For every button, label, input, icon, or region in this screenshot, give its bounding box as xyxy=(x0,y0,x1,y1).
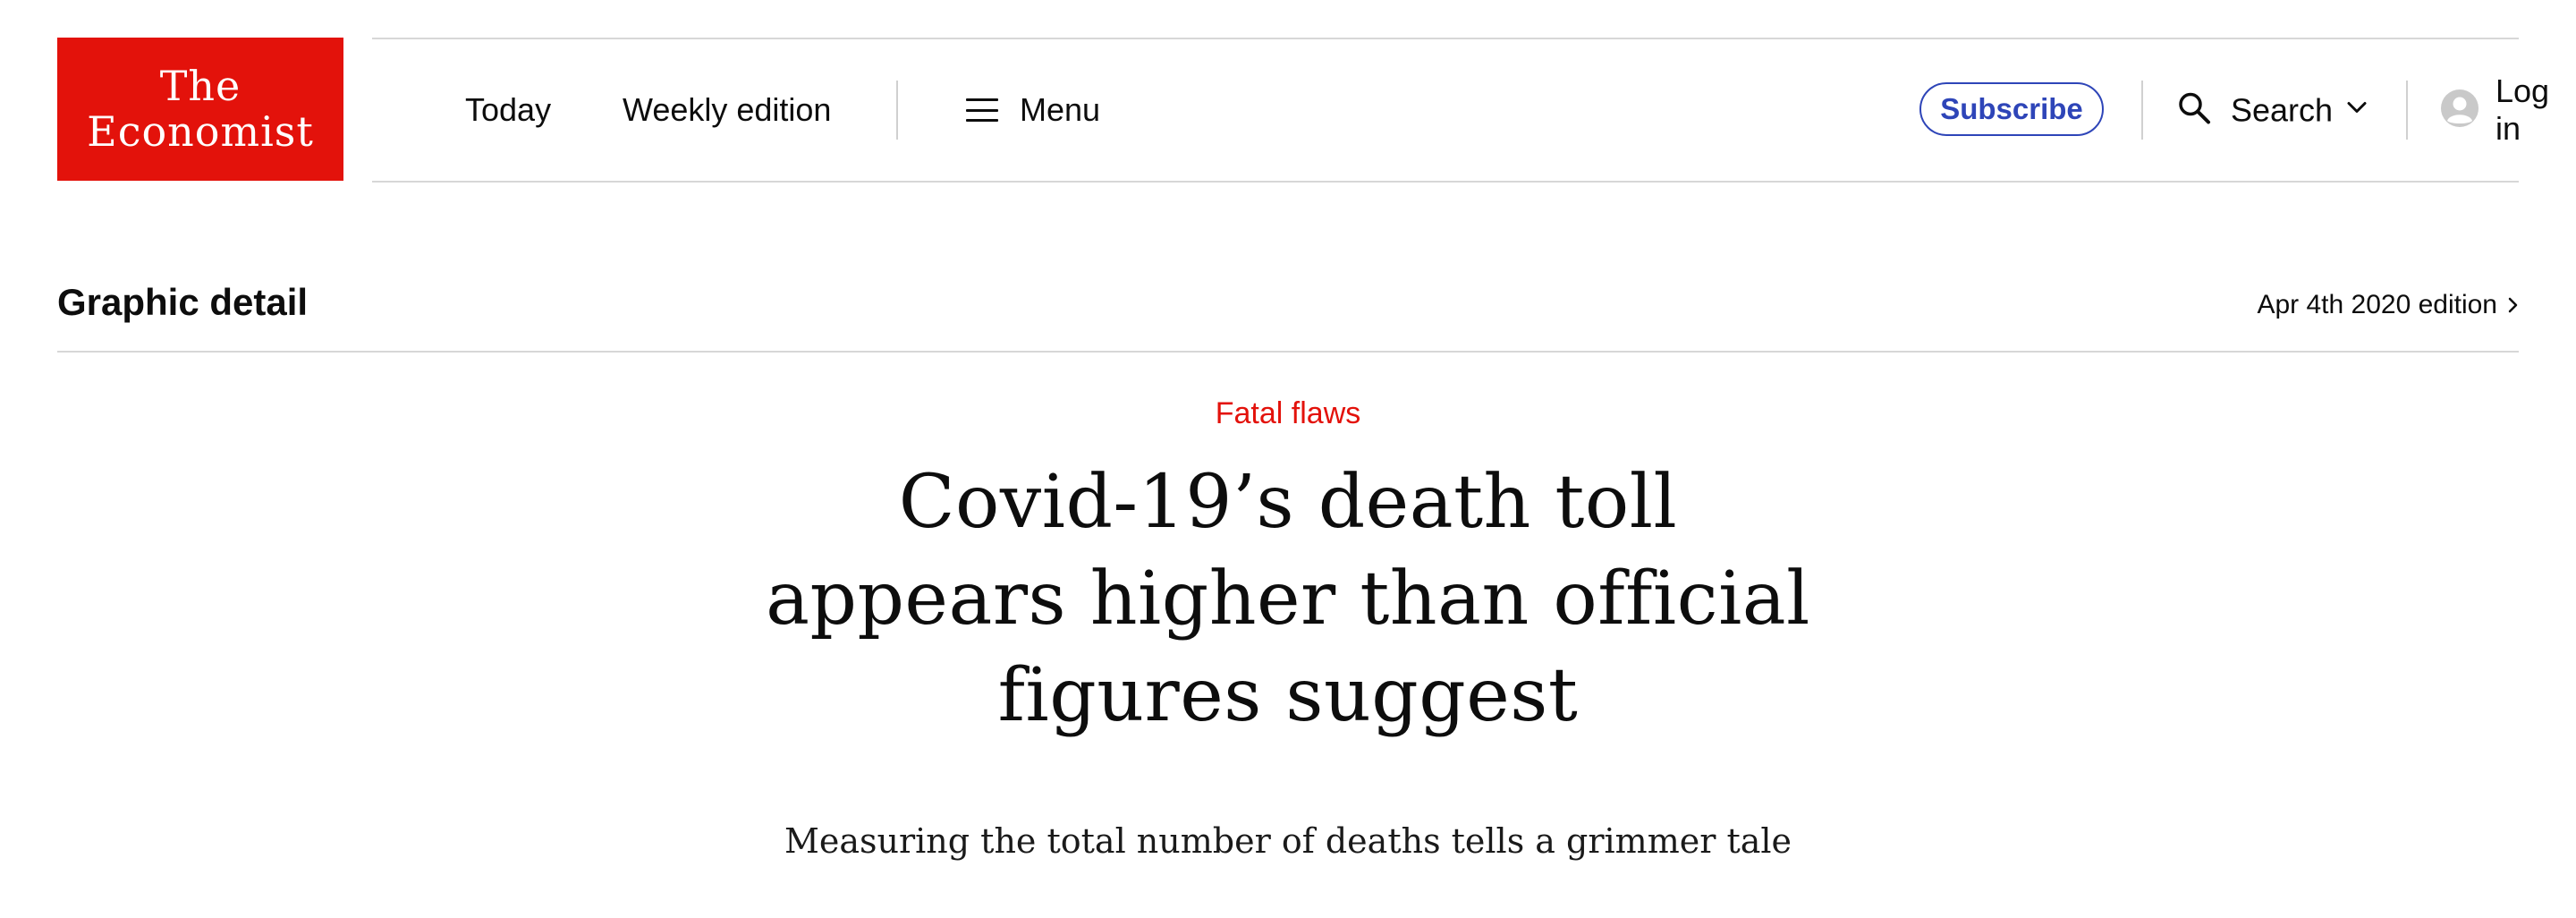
chevron-right-icon xyxy=(2508,290,2519,320)
article-headline: Covid-19’s death toll appears higher tha… xyxy=(766,460,1810,738)
edition-link[interactable]: Apr 4th 2020 edition xyxy=(2257,290,2519,320)
section-header: Graphic detail Apr 4th 2020 edition xyxy=(57,268,2519,353)
article-flytitle: Fatal flaws xyxy=(1215,396,1361,430)
economist-logo[interactable]: The Economist xyxy=(57,38,343,181)
menu-button[interactable]: Menu xyxy=(966,91,1100,129)
article-header: Fatal flaws Covid-19’s death toll appear… xyxy=(0,394,2576,744)
nav-today-link[interactable]: Today xyxy=(465,91,552,128)
site-header: The Economist Today Weekly edition Menu … xyxy=(57,38,2549,183)
search-icon xyxy=(2177,91,2211,130)
login-button[interactable]: Log in xyxy=(2440,72,2549,148)
logo-line-1: The xyxy=(159,62,242,110)
nav-weekly-edition-link[interactable]: Weekly edition xyxy=(623,91,832,128)
user-circle-icon xyxy=(2440,89,2479,132)
edition-label: Apr 4th 2020 edition xyxy=(2257,290,2497,319)
top-navigation: Today Weekly edition Menu Subscribe Sear… xyxy=(372,38,2549,183)
nav-divider xyxy=(2141,81,2143,140)
article-standfirst: Measuring the total number of deaths tel… xyxy=(784,821,1792,861)
menu-label: Menu xyxy=(1020,91,1101,128)
nav-divider xyxy=(896,81,898,140)
chevron-down-icon xyxy=(2347,102,2367,119)
section-title[interactable]: Graphic detail xyxy=(57,281,309,323)
hamburger-icon xyxy=(966,98,998,122)
nav-divider xyxy=(2406,81,2408,140)
search-button[interactable]: Search xyxy=(2177,91,2367,130)
logo-line-2: Economist xyxy=(87,107,314,156)
login-label: Log in xyxy=(2496,72,2550,147)
search-label: Search xyxy=(2231,91,2334,128)
subscribe-button[interactable]: Subscribe xyxy=(1919,82,2104,136)
